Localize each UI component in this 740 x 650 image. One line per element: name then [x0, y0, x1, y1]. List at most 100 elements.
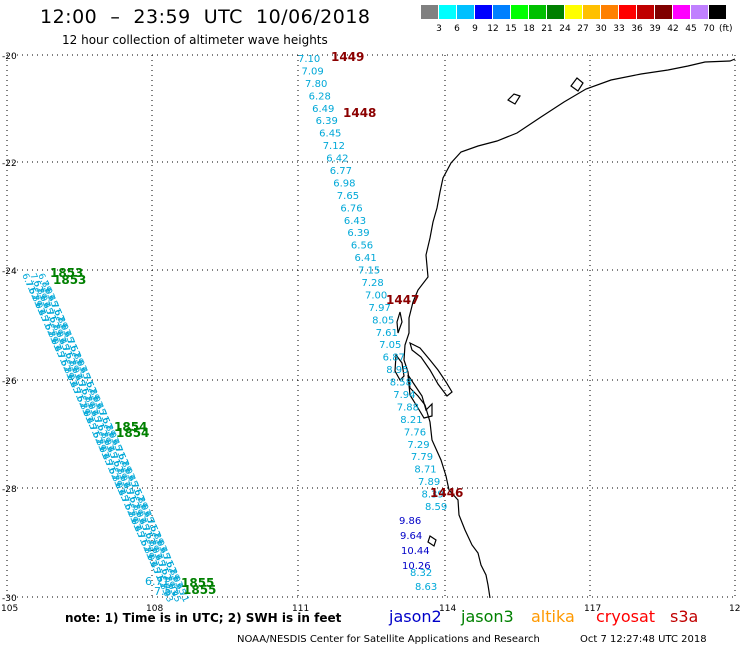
legend-label: 21 [541, 24, 553, 34]
swh-value-label: 10.44 [401, 546, 430, 557]
dirk-hartog-island [394, 353, 405, 381]
latitude-label: -20 [2, 52, 17, 62]
australia-coastline [403, 58, 736, 599]
swh-value-label: 6.49 [312, 104, 334, 115]
legend-swatch [709, 5, 726, 19]
swh-value-label: 7.05 [379, 340, 401, 351]
legend-label: 36 [631, 24, 643, 34]
latitude-label: -26 [2, 377, 17, 387]
legend-label: 45 [685, 24, 697, 34]
legend-swatch [547, 5, 564, 19]
satellite-name-s3a: s3a [670, 607, 699, 626]
generation-timestamp: Oct 7 12:27:48 UTC 2018 [580, 634, 707, 645]
swh-value-label: 8.21 [400, 415, 422, 426]
swh-value-label: 7.28 [362, 278, 384, 289]
legend-label: 6 [454, 24, 460, 34]
longitude-label: 117 [584, 604, 601, 614]
legend-swatch [475, 5, 492, 19]
swh-value-label: 6.98 [333, 178, 355, 189]
legend-label: 18 [523, 24, 535, 34]
pass-time-label: 1854 [116, 426, 149, 440]
swh-value-label: 6.71 [145, 575, 170, 588]
legend-label: 15 [505, 24, 517, 34]
legend-label: 12 [487, 24, 499, 34]
swh-value-label: 7.89 [418, 477, 440, 488]
legend-swatch [601, 5, 618, 19]
legend-swatch [673, 5, 690, 19]
satellite-name-altika: altika [531, 607, 575, 626]
swh-value-label: 10.26 [402, 561, 431, 572]
swh-value-label: 7.09 [302, 66, 324, 77]
longitude-label: 108 [146, 604, 163, 614]
swh-value-label: 8.39 [421, 490, 443, 501]
latitude-label: -24 [2, 267, 17, 277]
barrow-island [507, 93, 521, 105]
legend-swatch [511, 5, 528, 19]
swh-value-label: 8.05 [372, 315, 394, 326]
swh-value-label: 6.45 [319, 129, 341, 140]
pass-time-label: 1853 [50, 266, 83, 280]
swh-value-label: 6.28 [309, 91, 331, 102]
pass-time-label: 1854 [114, 420, 147, 434]
swh-value-label: 6.39 [316, 116, 338, 127]
swh-value-label: 7.29 [407, 440, 429, 451]
legend-swatch [691, 5, 708, 19]
satellite-name-jason3: jason3 [461, 607, 514, 626]
swh-value-label: 6.43 [344, 216, 366, 227]
swh-value-label: 7.79 [411, 452, 433, 463]
pass-time-label: 1855 [181, 576, 214, 590]
swh-value-label: 6.87 [383, 353, 405, 364]
legend-swatch [619, 5, 636, 19]
swh-value-label: 8.63 [415, 582, 437, 593]
swh-value-label: 7.15 [358, 266, 380, 277]
map-title: 12:00 – 23:59 UTC 10/06/2018 [40, 6, 371, 28]
legend-unit: (ft) [719, 24, 733, 34]
swh-value-label: 7.00 [365, 290, 387, 301]
longitude-label: 105 [1, 604, 18, 614]
swh-value-label: 6.39 [347, 228, 369, 239]
credit-line: NOAA/NESDIS Center for Satellite Applica… [237, 634, 540, 645]
shark-bay-inner [407, 374, 433, 419]
swh-value-label: 7.76 [404, 427, 426, 438]
legend-label: 42 [667, 24, 679, 34]
longitude-label: 114 [439, 604, 456, 614]
swh-value-label: 9.64 [400, 531, 422, 542]
swh-value-label: 7.12 [323, 141, 345, 152]
bernier-island [396, 311, 403, 334]
swh-value-label: 6.42 [326, 154, 348, 165]
abrolhos-island [427, 535, 437, 547]
swh-value-label: 9.86 [399, 516, 421, 527]
swh-value-label: 8.58 [390, 378, 412, 389]
legend-swatch [583, 5, 600, 19]
legend-swatch [529, 5, 546, 19]
legend-label: 30 [595, 24, 607, 34]
pass-time-label: 1855 [183, 583, 216, 597]
swh-value-label: 6.41 [354, 253, 376, 264]
legend-swatch [439, 5, 456, 19]
legend-swatch [565, 5, 582, 19]
swh-value-label: 7.52 [154, 585, 179, 598]
swh-value-label: 7.88 [397, 402, 419, 413]
satellite-name-jason2: jason2 [389, 607, 442, 626]
legend-label: 27 [577, 24, 589, 34]
swh-value-label: 7.61 [376, 328, 398, 339]
swh-value-label: 7.80 [305, 79, 327, 90]
legend-swatch [493, 5, 510, 19]
longitude-label: 120 [729, 604, 740, 614]
latitude-label: -28 [2, 485, 17, 495]
legend-swatch [457, 5, 474, 19]
legend-label: 39 [649, 24, 661, 34]
swh-value-label: 8.71 [414, 465, 436, 476]
pass-time-label: 1448 [343, 106, 376, 120]
pass-time-label: 1446 [430, 486, 463, 500]
satellite-name-cryosat: cryosat [596, 607, 656, 626]
pass-time-label: 1853 [53, 273, 86, 287]
legend-label: 3 [436, 24, 442, 34]
swh-value-label: 6.76 [340, 203, 362, 214]
swh-value-label: 6.77 [330, 166, 352, 177]
latitude-label: -22 [2, 159, 17, 169]
legend-swatch [637, 5, 654, 19]
swh-value-label: 6.56 [351, 241, 373, 252]
legend-label: 33 [613, 24, 625, 34]
